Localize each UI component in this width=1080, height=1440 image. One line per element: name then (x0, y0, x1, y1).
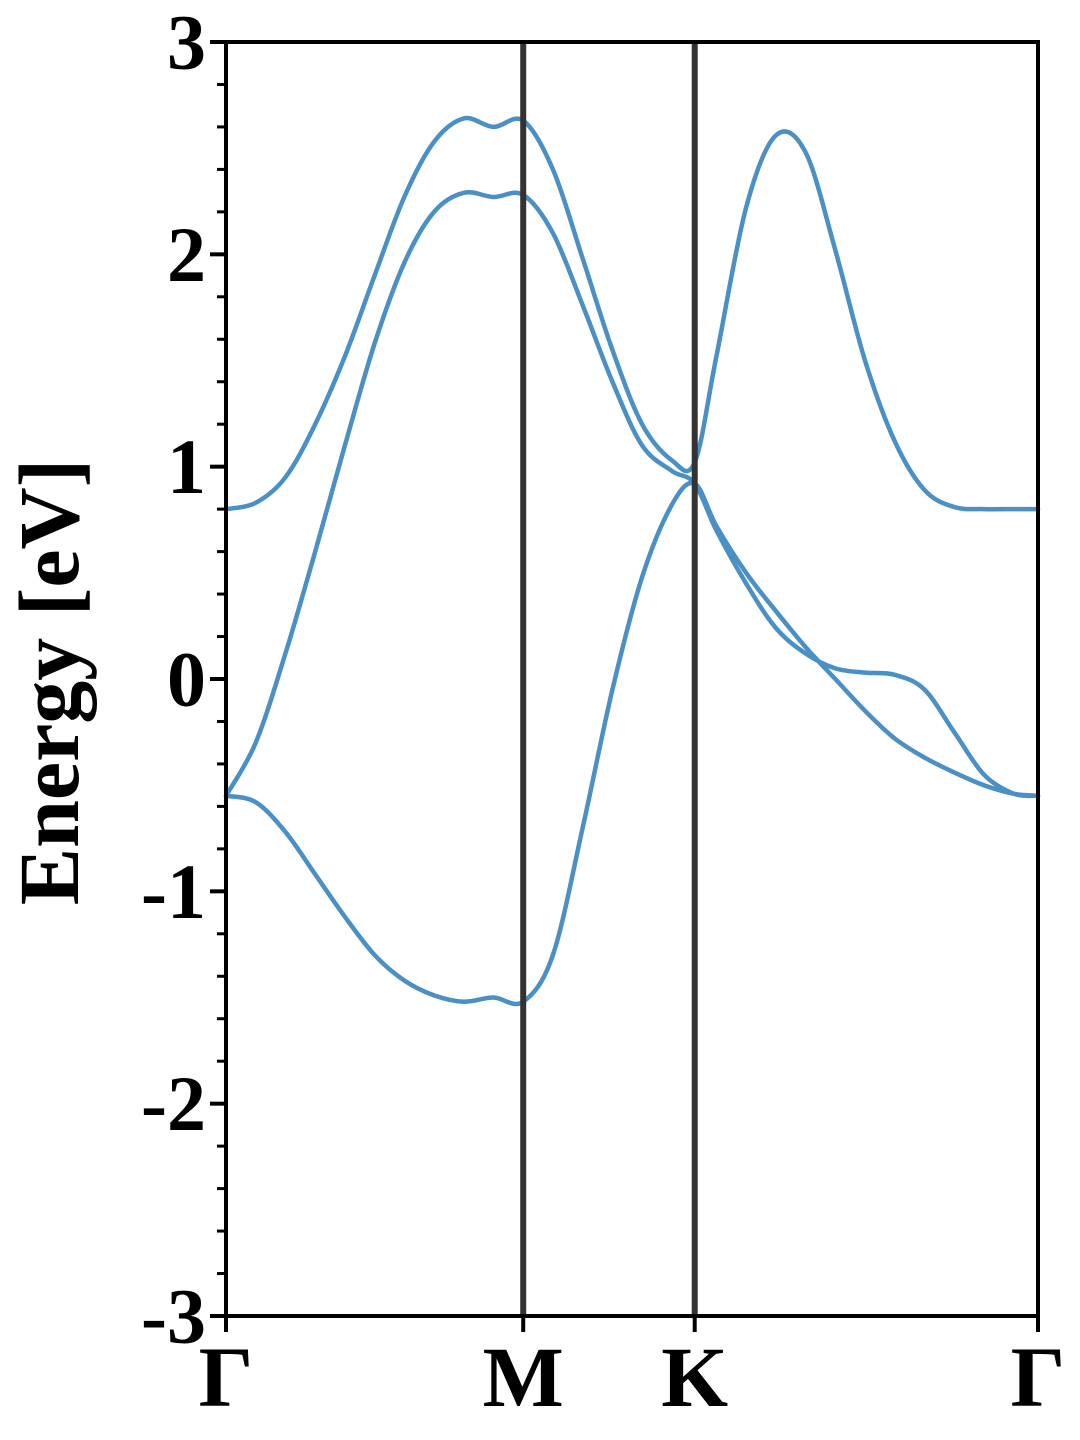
y-tick-label: -1 (141, 848, 206, 935)
high-symmetry-lines (520, 42, 698, 1316)
y-tick-label: 1 (167, 423, 206, 510)
band-line-3 (223, 115, 1041, 512)
band-lines (223, 115, 1041, 1007)
plot-frame (224, 40, 1040, 1318)
x-tick-label: Γ (199, 1329, 254, 1425)
y-axis-title: Energy [eV] (1, 459, 97, 906)
y-tick-label: 3 (167, 0, 206, 86)
band-line-1 (223, 480, 1041, 1007)
y-tick-label: 2 (167, 211, 206, 298)
y-tick-label: -2 (141, 1060, 206, 1147)
y-axis-ticks: 3 2 1 0 -1 -2 -3 (141, 0, 226, 1360)
y-tick-label: -3 (141, 1273, 206, 1360)
x-tick-label: K (661, 1329, 728, 1425)
band-line-2 (223, 189, 1041, 799)
y-tick-label: 0 (167, 636, 206, 723)
x-tick-label: M (483, 1329, 564, 1425)
x-tick-label: Γ (1011, 1329, 1066, 1425)
